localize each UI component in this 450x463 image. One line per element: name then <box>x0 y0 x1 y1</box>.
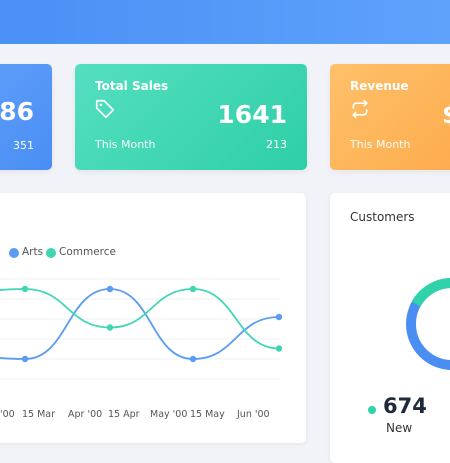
x-tick-label: Apr '00 <box>68 409 103 420</box>
x-tick-label: 15 May <box>190 409 225 420</box>
data-point-commerce <box>106 324 114 331</box>
stat-card-partial[interactable]: 86 351 <box>0 64 52 170</box>
data-point-commerce <box>275 345 283 352</box>
total-sales-value: 1641 <box>217 100 287 129</box>
data-point-arts <box>189 355 197 363</box>
customers-title: Customers <box>350 210 415 224</box>
top-header-bar <box>0 0 450 44</box>
customers-count: 674 <box>383 394 427 418</box>
series-line-commerce <box>0 288 280 350</box>
customers-label: New <box>386 421 413 435</box>
total-sales-card[interactable]: Total Sales 1641 This Month 213 <box>75 64 307 170</box>
data-point-arts <box>106 285 114 293</box>
x-tick-label: 15 Apr <box>108 409 140 420</box>
revenue-value: $ <box>442 100 450 129</box>
x-tick-label: 15 Mar <box>22 409 56 420</box>
chart-panel <box>0 193 306 443</box>
data-point-commerce <box>21 285 29 293</box>
chart-grid <box>0 278 280 380</box>
chart-series <box>0 285 283 363</box>
revenue-title: Revenue <box>350 79 409 93</box>
total-sales-subvalue: 213 <box>266 138 287 151</box>
x-tick-label: May '00 <box>150 409 188 420</box>
legend-arts-label[interactable]: Arts <box>22 246 44 258</box>
data-point-commerce <box>189 285 197 293</box>
customers-new-marker <box>368 406 376 414</box>
customers-panel <box>330 193 450 463</box>
data-point-arts <box>21 355 29 363</box>
line-chart <box>0 278 283 380</box>
legend-commerce-marker <box>46 248 56 258</box>
customers-donut-chart <box>406 278 450 370</box>
revenue-card[interactable]: Revenue $ This Month <box>330 64 450 170</box>
stat-card-value: 86 <box>0 97 34 126</box>
donut-segment-blue <box>406 278 450 370</box>
repeat-icon <box>350 99 370 123</box>
total-sales-title: Total Sales <box>95 79 169 93</box>
x-tick-label: '00 <box>0 409 15 420</box>
tag-icon <box>94 98 116 124</box>
legend-arts-marker <box>9 248 19 258</box>
revenue-period: This Month <box>350 138 411 151</box>
data-point-arts <box>275 313 283 321</box>
stat-card-subvalue: 351 <box>13 139 34 152</box>
donut-segment-green <box>411 278 450 307</box>
legend-commerce-label[interactable]: Commerce <box>59 246 116 258</box>
total-sales-period: This Month <box>95 138 156 151</box>
x-tick-label: Jun '00 <box>237 409 270 420</box>
